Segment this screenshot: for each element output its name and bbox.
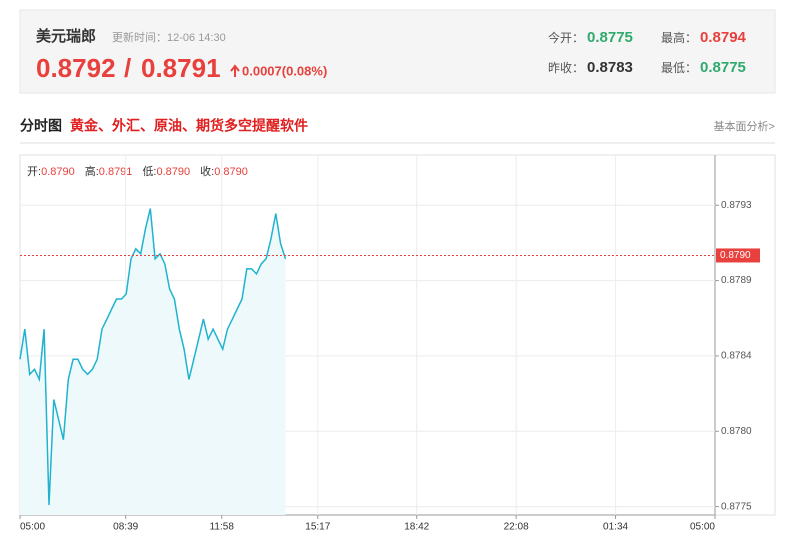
x-tick-label: 01:34: [603, 522, 628, 533]
info-value: 0.8791: [99, 166, 133, 178]
info-label: 低:: [142, 165, 156, 178]
high-value: 0.8794: [700, 29, 747, 46]
x-tick-label: 08:39: [113, 522, 138, 533]
y-tick-label: 0.8789: [721, 275, 752, 286]
quote-panel: [19, 9, 776, 94]
info-value: 0.8790: [41, 166, 75, 178]
y-tick-label: 0.8780: [721, 426, 752, 437]
info-value: 0.8790: [214, 166, 248, 178]
info-row: 开: 0.8790 高: 0.8791 低: 0.8790 收: 0.8790: [27, 164, 248, 178]
change: 0.0007(0.08%): [242, 63, 327, 78]
x-tick-label: 11:58: [210, 522, 235, 533]
ask-price: 0.8791: [141, 53, 221, 83]
x-tick-label: 05:00: [690, 522, 715, 533]
x-tick-label: 05:00: [20, 522, 45, 533]
up-arrow: [230, 64, 240, 77]
x-tick-label: 15:17: [305, 522, 330, 533]
low-label: 最低：: [661, 61, 697, 75]
reference-label: 0.8790: [720, 250, 751, 261]
separator: /: [124, 53, 131, 83]
high-label: 最高：: [661, 30, 697, 45]
update-time: 更新时间：12-06 14:30: [112, 30, 226, 44]
pair-name: 美元瑞郎: [36, 27, 96, 45]
bid-price: 0.8792: [36, 53, 116, 83]
y-tick-label: 0.8784: [721, 351, 752, 362]
area: [20, 208, 286, 515]
section-title: 分时图: [20, 118, 62, 134]
open-value: 0.8775: [587, 29, 633, 46]
ad-link[interactable]: 黄金、外汇、原油、期货多空提醒软件: [70, 118, 308, 134]
prev-close-value: 0.8783: [587, 59, 633, 76]
fundamentals-link[interactable]: 基本面分析>: [714, 119, 775, 133]
x-tick-label: 18:42: [404, 522, 429, 533]
info-label: 高:: [85, 164, 99, 178]
info-label: 收:: [200, 164, 214, 178]
prev-close-label: 昨收：: [548, 61, 584, 75]
low-value: 0.8775: [700, 59, 746, 76]
info-label: 开:: [27, 166, 41, 178]
y-tick-label: 0.8793: [721, 200, 752, 211]
price-line: [19, 208, 287, 506]
open-label: 今开：: [548, 30, 584, 45]
x-tick-label: 22:08: [504, 522, 529, 533]
y-tick-label: 0.8775: [721, 501, 752, 512]
reference-label-box: [716, 248, 760, 263]
info-value: 0.8790: [157, 166, 191, 178]
